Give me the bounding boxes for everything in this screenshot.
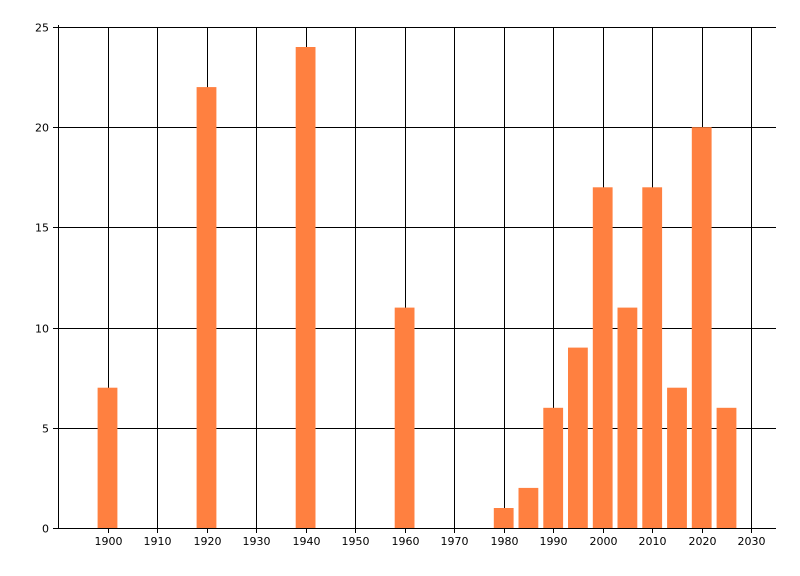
bar-2010: [642, 187, 663, 529]
x-tick-label-1920: 1920: [194, 535, 222, 548]
x-tick-label-1930: 1930: [243, 535, 271, 548]
bar-1920: [196, 87, 217, 528]
x-tick-label-2030: 2030: [738, 535, 766, 548]
x-tick-label-1980: 1980: [491, 535, 519, 548]
x-tick-label-1990: 1990: [540, 535, 568, 548]
x-tick-label-1910: 1910: [144, 535, 172, 548]
bar-1980: [493, 508, 514, 528]
x-tick-label-2000: 2000: [590, 535, 618, 548]
bar-1990: [543, 407, 564, 528]
y-tick-label-0: 0: [42, 523, 49, 536]
y-tick-label-25: 25: [35, 22, 49, 35]
x-tick-label-1940: 1940: [293, 535, 321, 548]
bar-1940: [295, 47, 316, 528]
bar-2015: [667, 387, 687, 528]
bar-1900: [97, 387, 118, 528]
bar-2005: [617, 307, 638, 528]
x-tick-label-2020: 2020: [689, 535, 717, 548]
axes: [53, 25, 776, 533]
bar-1985: [518, 487, 539, 528]
bar-2020: [691, 127, 712, 528]
x-tick-label-1900: 1900: [95, 535, 123, 548]
tick-labels: 0 5 10 15 20 25 1900 1910 1920 1930 1940 1950 1960 19…: [35, 22, 766, 549]
y-tick-label-15: 15: [35, 222, 49, 235]
y-tick-label-10: 10: [35, 323, 49, 336]
bar-2025: [716, 407, 737, 528]
bar-1995: [568, 347, 588, 528]
bar-1960: [394, 307, 415, 528]
bars: [97, 47, 737, 529]
x-tick-label-1960: 1960: [392, 535, 420, 548]
x-tick-label-1950: 1950: [342, 535, 370, 548]
y-tick-label-5: 5: [42, 423, 49, 436]
x-tick-label-1970: 1970: [441, 535, 469, 548]
x-tick-label-2010: 2010: [639, 535, 667, 548]
y-tick-label-20: 20: [35, 122, 49, 135]
bar-2000: [592, 187, 613, 529]
